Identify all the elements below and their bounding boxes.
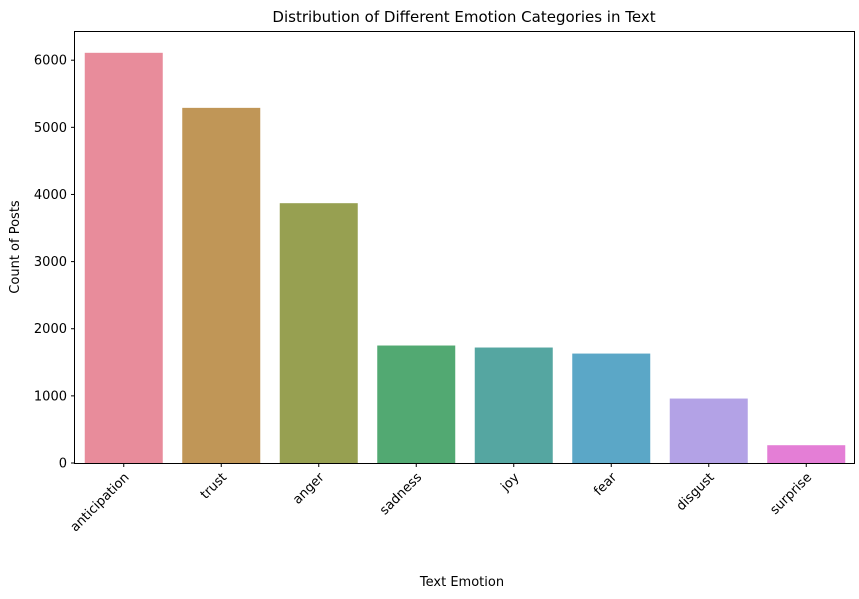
bar-anticipation (84, 52, 163, 464)
y-tick-label-5000: 5000 (34, 121, 67, 136)
x-tick-label-fear: fear (591, 470, 620, 499)
bar-surprise (767, 445, 846, 463)
bar-sadness (377, 345, 456, 463)
y-tick-label-1000: 1000 (34, 389, 67, 404)
y-tick-label-0: 0 (59, 457, 67, 472)
x-tick-label-anticipation: anticipation (68, 470, 133, 535)
bar-trust (182, 107, 261, 464)
x-axis-title: Text Emotion (419, 575, 504, 590)
y-axis-title: Count of Posts (8, 200, 23, 294)
plot-frame (74, 31, 855, 464)
bar-fear (572, 353, 651, 463)
y-tick-label-3000: 3000 (34, 255, 67, 270)
x-tick-label-joy: joy (498, 470, 523, 495)
y-tick-label-6000: 6000 (34, 54, 67, 69)
x-tick-label-trust: trust (198, 470, 230, 502)
y-tick-label-4000: 4000 (34, 188, 67, 203)
x-tick-label-anger: anger (290, 470, 328, 508)
bar-anger (279, 203, 358, 463)
x-tick-label-surprise: surprise (767, 470, 815, 518)
x-tick-label-sadness: sadness (377, 470, 425, 518)
bars-layer (84, 52, 846, 464)
chart-title: Distribution of Different Emotion Catego… (272, 8, 655, 26)
bar-disgust (669, 398, 748, 463)
bar-joy (474, 347, 553, 463)
y-axis: 0 1000 2000 3000 4000 5000 6000 (34, 54, 75, 472)
y-tick-label-2000: 2000 (34, 322, 67, 337)
x-tick-label-disgust: disgust (674, 470, 718, 514)
x-axis: anticipation trust anger sadness joy fear disg… (68, 463, 815, 535)
